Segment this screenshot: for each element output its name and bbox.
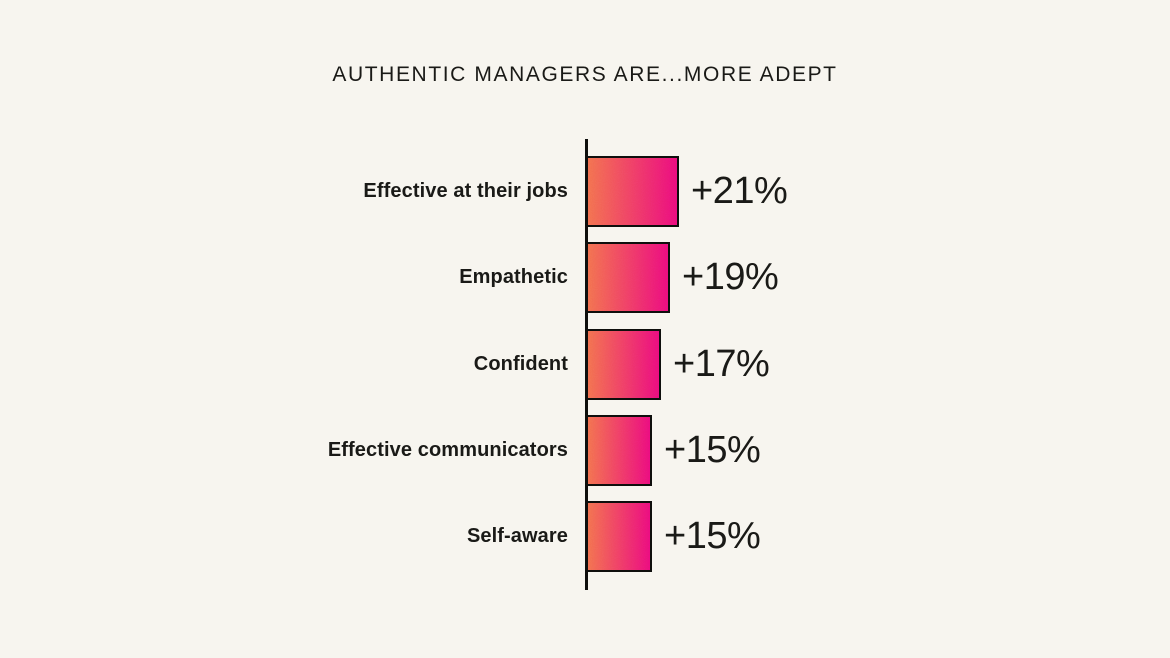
bar <box>586 242 670 313</box>
value-label: +17% <box>673 343 770 385</box>
value-label: +21% <box>691 170 788 212</box>
chart-row: Confident +17% <box>0 329 1170 400</box>
grain-texture <box>588 331 659 398</box>
grain-texture <box>588 417 650 484</box>
chart-row: Self-aware +15% <box>0 501 1170 572</box>
grain-texture <box>588 158 677 225</box>
bar <box>586 156 679 227</box>
category-label: Effective at their jobs <box>363 180 568 202</box>
bar <box>586 501 652 572</box>
chart-row: Empathetic +19% <box>0 242 1170 313</box>
chart-row: Effective communicators +15% <box>0 415 1170 486</box>
chart-title: AUTHENTIC MANAGERS ARE...MORE ADEPT <box>332 63 838 86</box>
category-label: Effective communicators <box>327 439 568 461</box>
value-label: +19% <box>682 256 779 298</box>
chart-row: Effective at their jobs +21% <box>0 156 1170 227</box>
category-label: Confident <box>473 353 568 375</box>
bar <box>586 329 661 400</box>
bar <box>586 415 652 486</box>
grain-texture <box>588 244 668 311</box>
category-label: Empathetic <box>459 266 568 288</box>
category-label: Self-aware <box>466 525 568 547</box>
value-label: +15% <box>664 515 761 557</box>
grain-texture <box>588 503 650 570</box>
value-label: +15% <box>664 429 761 471</box>
